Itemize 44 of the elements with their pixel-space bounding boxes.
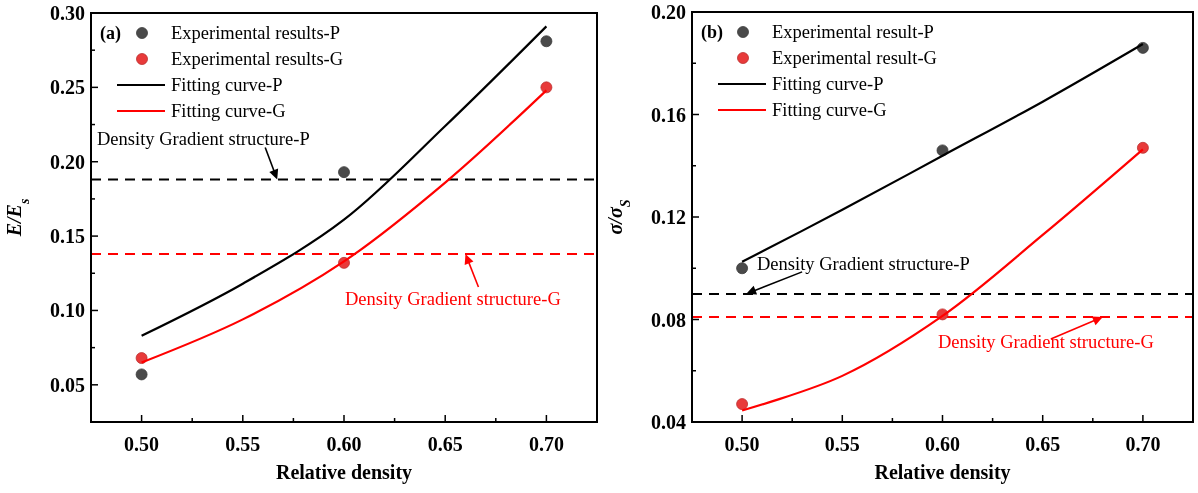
y-tick-label: 0.05: [50, 373, 85, 396]
x-tick-label: 0.70: [1125, 433, 1161, 455]
x-tick-label: 0.65: [427, 433, 463, 455]
y-tick-label: 0.15: [50, 225, 85, 248]
x-tick-label: 0.50: [724, 433, 760, 455]
point: [540, 35, 553, 48]
y-tick-label: 0.10: [50, 299, 85, 322]
y-tick-label: 0.30: [50, 2, 85, 24]
legend-label: Experimental result-P: [772, 22, 934, 43]
text: (b): [701, 22, 723, 43]
point: [736, 398, 748, 410]
ref-line-label: Density Gradient structure-P: [97, 129, 310, 149]
legend-label: Fitting curve-P: [772, 74, 884, 95]
legend-label: Fitting curve-G: [171, 101, 286, 122]
x-tick-label: 0.55: [225, 433, 261, 455]
x-tick-label: 0.70: [528, 433, 564, 455]
text: (a): [100, 23, 121, 44]
y-tick-label: 0.20: [50, 150, 85, 173]
point: [135, 368, 148, 381]
point: [736, 262, 748, 275]
legend-label: Experimental results-P: [171, 23, 341, 44]
y-tick-label: 0.12: [651, 206, 686, 228]
legend-label: Fitting curve-G: [772, 100, 887, 121]
y-tick-label: 0.04: [651, 411, 686, 433]
y-tick-label: 0.25: [50, 76, 85, 99]
legend-label: Experimental result-G: [772, 48, 937, 69]
legend-label: Fitting curve-P: [171, 75, 283, 96]
y-tick-label: 0.16: [651, 103, 686, 126]
x-tick-label: 0.60: [326, 433, 362, 455]
y-tick-label: 0.08: [651, 308, 686, 331]
x-axis-title: Relative density: [874, 461, 1011, 484]
legend-label: Experimental results-G: [171, 49, 344, 70]
x-axis-title: Relative density: [275, 461, 413, 484]
x-tick-label: 0.65: [1025, 433, 1061, 455]
ref-line-label: Density Gradient structure-P: [757, 254, 970, 274]
x-tick-label: 0.55: [824, 433, 860, 455]
ref-line-label: Density Gradient structure-G: [938, 332, 1154, 352]
point: [540, 81, 553, 94]
x-tick-label: 0.60: [925, 433, 960, 455]
point: [1137, 141, 1149, 154]
ref-line-label: Density Gradient structure-G: [345, 289, 561, 309]
y-tick-label: 0.20: [651, 1, 686, 23]
x-tick-label: 0.50: [124, 433, 160, 455]
point: [338, 166, 350, 179]
